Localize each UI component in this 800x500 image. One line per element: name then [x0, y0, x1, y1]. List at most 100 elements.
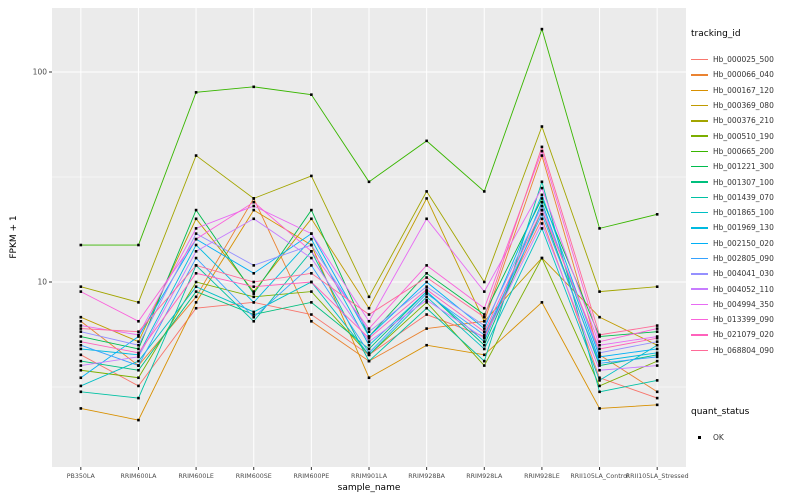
data-point	[655, 327, 659, 330]
data-point	[655, 403, 659, 407]
legend-item: Hb_004994_350	[691, 297, 799, 312]
data-point	[540, 217, 544, 221]
data-point	[137, 333, 140, 337]
data-point	[655, 359, 659, 363]
data-point	[367, 353, 371, 357]
data-point	[137, 384, 140, 388]
data-point	[367, 306, 371, 310]
line-key-icon	[691, 288, 708, 290]
legend-item: Hb_021079_020	[691, 327, 799, 342]
data-point	[310, 237, 313, 241]
legend-item-label: Hb_000167_120	[713, 85, 774, 95]
legend-item: Hb_000167_120	[691, 83, 799, 98]
data-point	[137, 359, 140, 363]
data-point	[137, 319, 140, 323]
legend-item-label: Hb_000376_210	[713, 116, 774, 126]
data-point	[79, 330, 83, 333]
data-point	[79, 359, 83, 363]
x-tick-label: RRIM928BA	[408, 473, 445, 480]
data-point	[79, 368, 83, 372]
data-point	[79, 290, 83, 293]
data-point	[367, 335, 371, 338]
data-point	[252, 197, 256, 200]
line-key-icon	[691, 104, 708, 107]
data-point	[482, 333, 486, 337]
data-point	[194, 256, 198, 260]
data-point	[310, 250, 313, 253]
data-point	[540, 227, 544, 230]
line-key-icon	[691, 257, 708, 260]
data-point	[252, 315, 256, 319]
data-point	[425, 295, 428, 299]
data-point	[598, 368, 601, 372]
data-point	[425, 327, 428, 330]
data-point	[655, 324, 659, 327]
legend-title-quant-status: quant_status	[691, 406, 750, 417]
data-point	[194, 295, 198, 299]
data-point	[310, 264, 313, 267]
data-point	[425, 272, 428, 275]
data-point	[252, 280, 256, 284]
data-point	[598, 227, 601, 230]
data-point	[367, 336, 371, 340]
legend-item: Hb_001221_300	[691, 159, 799, 174]
legend-item: Hb_000376_210	[691, 113, 799, 128]
data-point	[425, 264, 428, 267]
data-point	[425, 306, 428, 310]
data-point	[598, 376, 601, 380]
data-point	[598, 390, 601, 394]
data-point	[540, 154, 544, 157]
point-key-box	[691, 435, 708, 440]
data-point	[655, 340, 659, 343]
legend-item-label: Hb_001865_100	[713, 208, 774, 218]
data-point	[252, 285, 256, 288]
data-point	[194, 243, 198, 247]
data-point	[482, 340, 486, 343]
data-point	[425, 343, 428, 347]
legend-item: Hb_000369_080	[691, 98, 799, 113]
x-tick-label: RRIM928LA	[466, 473, 503, 480]
data-point	[655, 353, 659, 357]
data-point	[598, 379, 601, 382]
data-point	[367, 376, 371, 380]
data-point	[194, 280, 198, 284]
data-point	[367, 319, 371, 323]
legend-item-label: Hb_001439_070	[713, 192, 774, 202]
y-axis-label: FPKM + 1	[9, 215, 19, 259]
data-point	[655, 335, 659, 338]
data-point	[655, 379, 659, 382]
x-tick-label: RRIM901LA	[351, 473, 388, 480]
data-point	[482, 306, 486, 310]
data-point	[425, 285, 428, 288]
legend-item-ok: OK	[691, 430, 799, 445]
line-key-icon	[691, 120, 708, 122]
legend-item-label: Hb_001969_130	[713, 223, 774, 233]
legend-item-label: Hb_021079_020	[713, 330, 774, 340]
data-point	[194, 91, 198, 94]
data-point	[540, 204, 544, 208]
legend-item: Hb_000066_040	[691, 67, 799, 82]
legend-item-label: Hb_001307_100	[713, 177, 774, 187]
legend-item-label: Hb_000025_500	[713, 55, 774, 65]
data-point	[194, 154, 198, 157]
data-point	[137, 364, 140, 367]
data-point	[482, 364, 486, 367]
data-point	[540, 186, 544, 190]
legend-item: Hb_000665_200	[691, 144, 799, 159]
data-point	[367, 313, 371, 316]
data-point	[540, 125, 544, 128]
data-point	[425, 217, 428, 221]
data-point	[79, 347, 83, 351]
data-point	[425, 313, 428, 316]
data-point	[79, 319, 83, 323]
data-point	[482, 327, 486, 330]
data-point	[655, 355, 659, 359]
data-point	[540, 208, 544, 212]
data-point	[655, 213, 659, 216]
data-point	[367, 347, 371, 351]
data-point	[252, 295, 256, 299]
data-point	[252, 208, 256, 212]
data-point	[598, 364, 601, 367]
data-point	[655, 351, 659, 355]
